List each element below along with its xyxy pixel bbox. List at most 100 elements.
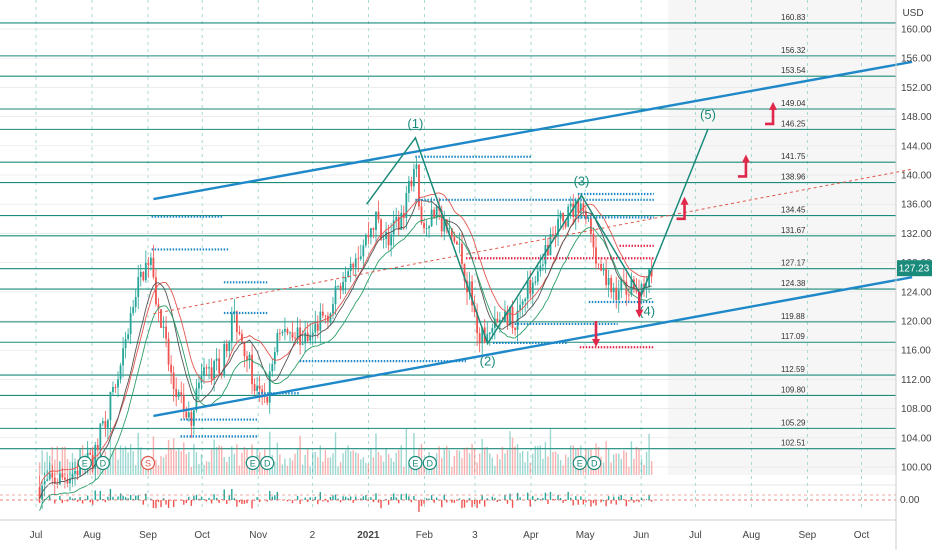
indicator-bar xyxy=(329,496,332,500)
candle-body xyxy=(562,212,565,222)
candle-body xyxy=(531,282,534,294)
volume-bar xyxy=(650,461,653,475)
volume-bar xyxy=(233,453,236,475)
indicator-bar xyxy=(476,500,478,509)
candle-body xyxy=(185,411,188,418)
volume-bar xyxy=(294,453,296,475)
time-tick-label: Oct xyxy=(854,530,870,541)
indicator-bar xyxy=(385,498,387,500)
volume-bar xyxy=(572,445,574,475)
candle-body xyxy=(316,323,319,331)
candle-body xyxy=(529,280,532,294)
time-tick-label: Jul xyxy=(30,530,43,541)
time-tick-label: Apr xyxy=(523,530,539,541)
indicator-bar xyxy=(226,500,228,505)
candle-body xyxy=(463,263,466,281)
volume-bar xyxy=(377,452,380,475)
indicator-bar xyxy=(630,496,633,500)
candle-body xyxy=(334,286,337,305)
event-marker-label: D xyxy=(591,459,598,469)
indicator-bar xyxy=(172,500,175,508)
fib-level-label: 138.96 xyxy=(781,173,806,182)
volume-bar xyxy=(54,459,56,475)
candle-body xyxy=(71,473,74,479)
indicator-bar xyxy=(534,500,537,502)
indicator-bar xyxy=(74,498,76,500)
volume-bar xyxy=(521,450,524,475)
candle-body xyxy=(569,203,572,207)
candle-body xyxy=(109,392,112,421)
indicator-bar xyxy=(367,500,370,501)
indicator-bar xyxy=(304,497,306,500)
indicator-bar xyxy=(59,496,61,500)
indicator-bar xyxy=(554,499,557,500)
time-tick-label: Feb xyxy=(416,530,434,541)
candle-body xyxy=(301,343,304,345)
volume-bar xyxy=(334,432,337,475)
volume-bar xyxy=(175,450,177,475)
volume-bar xyxy=(236,444,238,475)
indicator-bar xyxy=(382,500,385,501)
volume-bar xyxy=(476,462,478,475)
volume-bar xyxy=(188,451,190,475)
volume-bar xyxy=(89,461,91,475)
time-tick-label: Jun xyxy=(633,530,649,541)
candle-body xyxy=(514,328,516,330)
volume-bar xyxy=(635,446,638,475)
price-tick-label: 104.00 xyxy=(901,433,932,444)
candle-body xyxy=(486,334,489,343)
target-arrow-head xyxy=(635,309,644,318)
candle-body xyxy=(225,343,228,352)
volume-bar xyxy=(299,435,301,475)
volume-bar xyxy=(542,458,544,475)
indicator-bar xyxy=(360,498,362,500)
candle-body xyxy=(418,164,420,207)
candle-body xyxy=(129,313,132,335)
indicator-bar xyxy=(572,500,574,506)
indicator-bar xyxy=(451,500,453,503)
indicator-bar xyxy=(150,498,152,500)
volume-bar xyxy=(349,451,352,475)
candle-body xyxy=(210,367,213,380)
candle-body xyxy=(104,421,107,428)
volume-bar xyxy=(269,431,271,475)
indicator-bar xyxy=(580,496,582,500)
volume-bar xyxy=(185,454,187,475)
volume-bar xyxy=(400,445,402,475)
candle-body xyxy=(139,271,142,277)
fib-level-label: 102.51 xyxy=(781,439,806,448)
volume-bar xyxy=(600,456,602,475)
price-tick-label: 112.00 xyxy=(901,375,931,386)
candle-body xyxy=(415,164,418,169)
candle-body xyxy=(600,264,602,271)
volume-bar xyxy=(638,448,640,475)
price-tick-label: 140.00 xyxy=(901,171,932,182)
candle-body xyxy=(458,243,461,245)
price-tick-label: 136.00 xyxy=(901,200,932,211)
candle-body xyxy=(203,367,205,377)
volume-bar xyxy=(489,453,491,475)
candle-body xyxy=(114,386,117,388)
candle-body xyxy=(450,228,453,237)
fib-level-label: 109.80 xyxy=(781,385,806,394)
candle-body xyxy=(122,348,124,366)
volume-bar xyxy=(461,458,463,475)
candle-body xyxy=(539,265,542,272)
volume-bar xyxy=(129,444,132,475)
event-marker-label: D xyxy=(264,459,271,469)
volume-bar xyxy=(524,462,526,475)
event-marker xyxy=(245,455,260,471)
indicator-bar xyxy=(84,499,86,500)
candle-body xyxy=(251,354,253,385)
indicator-bar xyxy=(355,496,357,500)
candle-body xyxy=(425,228,428,230)
volume-bar xyxy=(172,438,175,475)
candle-body xyxy=(648,269,651,287)
volume-bar xyxy=(274,461,276,475)
candle-body xyxy=(311,332,314,336)
candle-body xyxy=(117,379,119,388)
fib-level-label: 134.45 xyxy=(781,206,806,215)
indicator-bar xyxy=(218,500,220,504)
indicator-bar xyxy=(215,497,218,500)
indicator-bar xyxy=(618,496,620,500)
